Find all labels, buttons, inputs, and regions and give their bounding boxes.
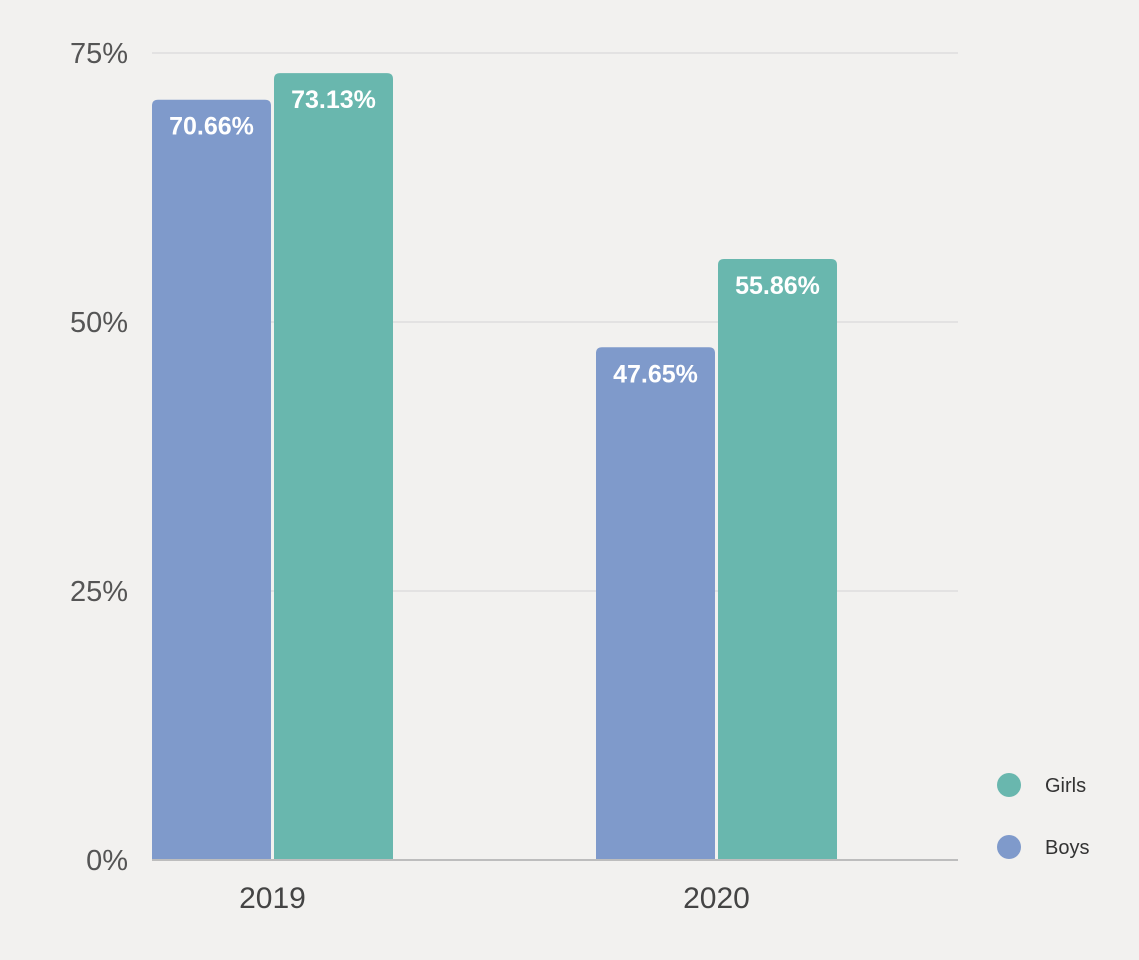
bar-girls-2019 [274,73,393,860]
bar-value-label: 73.13% [291,86,376,114]
y-tick-label: 0% [86,845,128,877]
x-category-label: 2019 [239,882,306,915]
bar-value-label: 55.86% [735,272,820,300]
y-tick-label: 50% [70,307,128,339]
bar-boys-2019 [152,99,271,860]
y-tick-label: 75% [70,38,128,70]
bar-boys-2020 [596,347,715,860]
legend-label-boys: Boys [1045,837,1089,859]
bar-value-label: 47.65% [613,360,698,388]
legend-swatch-girls [997,773,1021,797]
y-tick-label: 25% [70,576,128,608]
legend-label-girls: Girls [1045,775,1086,797]
bar-girls-2020 [718,258,837,860]
x-category-label: 2020 [683,882,750,915]
bar-value-label: 70.66% [169,113,254,141]
legend-swatch-boys [997,835,1021,859]
